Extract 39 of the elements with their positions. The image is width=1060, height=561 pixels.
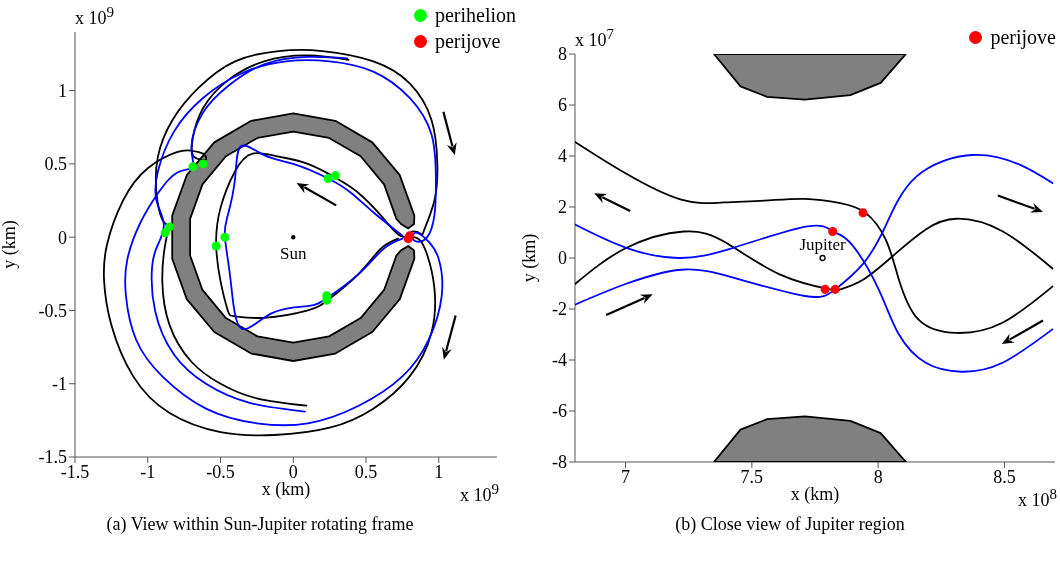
x-tick-label: 0: [288, 461, 298, 482]
x-axis-title: x (km): [261, 479, 311, 500]
y-tick-label: 6: [558, 95, 567, 116]
x-axis-title: x (km): [790, 484, 840, 505]
legend-label: perijove: [434, 29, 501, 54]
text: x 10$^{8}$: [1018, 486, 1057, 511]
y-tick-label: -1: [52, 374, 67, 395]
legend-label: perihelion: [434, 3, 516, 28]
x-tick-label: 7.5: [740, 466, 764, 487]
y-tick-label: -2: [552, 299, 567, 320]
y-tick-label: 0: [58, 227, 67, 248]
y-tick-label: 1: [58, 81, 67, 102]
y-tick-label: 4: [558, 146, 567, 167]
y-tick-label: 8: [558, 44, 567, 65]
annotation: Jupiter: [799, 234, 847, 254]
y-tick-label: -8: [552, 452, 567, 473]
x-tick-label: 0.5: [354, 461, 378, 482]
y-tick-label: -0.5: [38, 300, 67, 321]
y-tick-label: 0: [558, 248, 567, 269]
y-axis-title: y (km): [519, 233, 541, 283]
y-axis-title: y (km): [0, 220, 21, 269]
y-tick-label: 2: [558, 197, 567, 218]
y-tick-label: -6: [552, 401, 567, 422]
y-tick-label: 0.5: [44, 154, 67, 175]
x-tick-label: 1: [434, 461, 444, 482]
x-tick-label: -1: [140, 461, 156, 482]
x-tick-label: -0.5: [206, 461, 235, 482]
x-tick-label: 8: [873, 466, 883, 487]
text: x 10$^{9}$: [460, 481, 499, 506]
x-tick-label: 7: [621, 466, 631, 487]
y-tick-label: -1.5: [38, 447, 67, 468]
y-tick-label: -4: [552, 350, 567, 371]
text: (b) Close view of Jupiter region: [674, 514, 906, 535]
text: x 10$^{7}$: [575, 26, 614, 51]
text: (a) View within Sun-Jupiter rotating frame: [105, 514, 415, 535]
x-tick-label: 8.5: [993, 466, 1016, 487]
annotation: Sun: [280, 243, 307, 263]
text: x 10$^{9}$: [75, 4, 114, 29]
legend-label: perijove: [990, 25, 1056, 50]
